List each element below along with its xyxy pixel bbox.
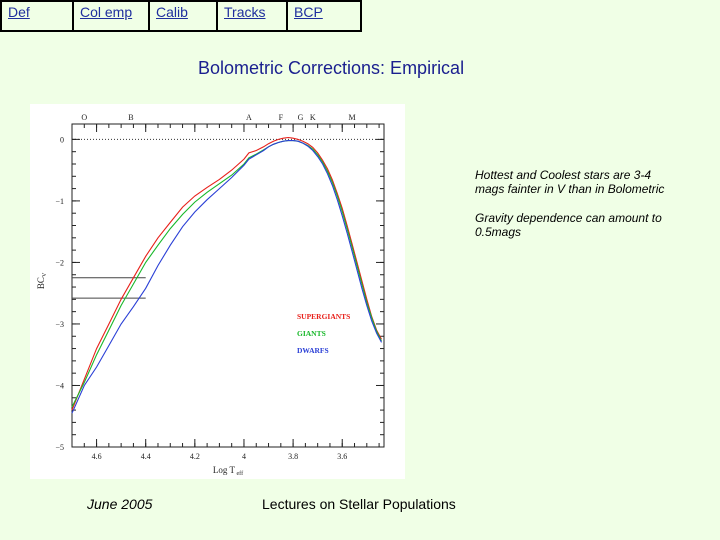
nav-item-bcp: BCP — [288, 2, 360, 30]
spectral-type-label: K — [310, 113, 316, 122]
series-line-giants — [71, 140, 382, 408]
spectral-type-label: F — [279, 113, 284, 122]
y-tick-label: −1 — [55, 197, 64, 206]
x-tick-label: 4 — [242, 452, 246, 461]
footer-title: Lectures on Stellar Populations — [262, 496, 456, 512]
navigation-bar: Def Col emp Calib Tracks BCP — [0, 0, 362, 32]
legend-giants: GIANTS — [297, 329, 326, 338]
y-tick-label: 0 — [60, 135, 64, 144]
x-axis-label-subscript: eff — [235, 470, 243, 477]
nav-link-def[interactable]: Def — [8, 4, 30, 20]
series-line-supergiants — [71, 136, 382, 411]
series-line-dwarfs — [71, 140, 382, 414]
nav-item-calib: Calib — [150, 2, 218, 30]
x-tick-label: 3.8 — [288, 452, 298, 461]
x-tick-label: 4.4 — [141, 452, 151, 461]
nav-link-col-emp[interactable]: Col emp — [80, 4, 133, 20]
spectral-type-label: O — [81, 113, 87, 122]
spectral-type-label: A — [246, 113, 252, 122]
y-axis-label-subscript: V — [42, 272, 48, 277]
nav-item-tracks: Tracks — [218, 2, 288, 30]
x-tick-label: 4.2 — [190, 452, 200, 461]
x-tick-label: 4.6 — [92, 452, 102, 461]
legend-dwarfs: DWARFS — [297, 346, 329, 355]
footer-date: June 2005 — [87, 496, 153, 512]
note-hottest-coolest: Hottest and Coolest stars are 3-4 mags f… — [475, 168, 665, 196]
chart-svg: 4.6 4.4 4.2 4 3.8 3.6 0 −1 −2 −3 −4 −5 O B A F G K M SUPERG… — [36, 113, 385, 477]
nav-link-bcp[interactable]: BCP — [294, 4, 323, 20]
nav-item-col-emp: Col emp — [74, 2, 150, 30]
plot-frame — [71, 123, 385, 448]
nav-link-calib[interactable]: Calib — [156, 4, 188, 20]
y-tick-label: −4 — [55, 381, 64, 390]
slide-notes: Hottest and Coolest stars are 3-4 mags f… — [475, 168, 675, 254]
nav-item-def: Def — [2, 2, 74, 30]
spectral-type-label: M — [349, 113, 356, 122]
y-axis-label: BCV — [36, 272, 48, 289]
x-tick-label: 3.6 — [337, 452, 347, 461]
x-axis-label: Log T eff — [213, 465, 243, 477]
y-tick-label: −5 — [55, 443, 64, 452]
y-tick-label: −3 — [55, 320, 64, 329]
bolometric-correction-chart: 4.6 4.4 4.2 4 3.8 3.6 0 −1 −2 −3 −4 −5 O B A F G K M SUPERG… — [30, 104, 405, 479]
spectral-type-label: B — [128, 113, 133, 122]
nav-link-tracks[interactable]: Tracks — [224, 4, 266, 20]
spectral-type-label: G — [298, 113, 304, 122]
y-tick-label: −2 — [55, 258, 64, 267]
legend-supergiants: SUPERGIANTS — [297, 312, 350, 321]
note-gravity: Gravity dependence can amount to 0.5mags — [475, 211, 662, 239]
